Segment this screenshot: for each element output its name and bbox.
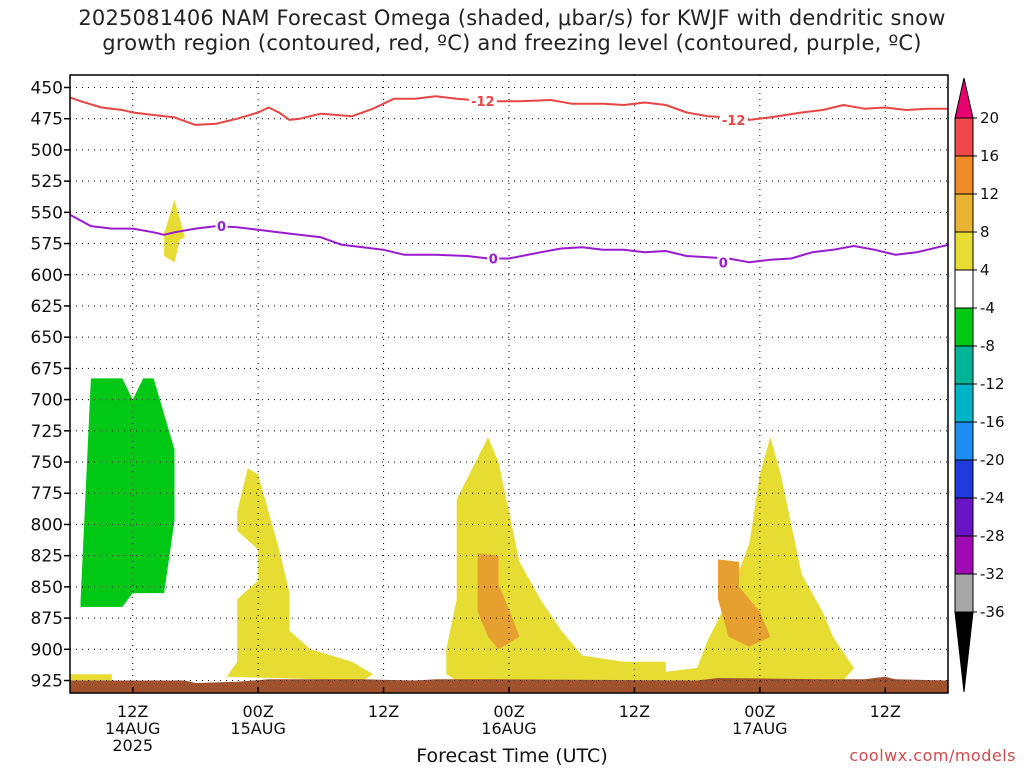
ytick-label-600: 600 xyxy=(31,266,63,286)
ytick-label-625: 625 xyxy=(31,297,63,317)
ytick-label-475: 475 xyxy=(31,110,63,130)
colorbar-label-7: -12 xyxy=(980,375,1005,393)
ytick-label-675: 675 xyxy=(31,359,63,379)
ytick-label-725: 725 xyxy=(31,422,63,442)
dgz-minus12-contour-label-bg-1 xyxy=(468,94,497,109)
ytick-label-650: 650 xyxy=(31,328,63,348)
xtick-label-78-0: 12Z xyxy=(870,702,901,721)
ytick-label-900: 900 xyxy=(31,640,63,660)
dgz-minus12-contour xyxy=(70,95,948,126)
contour-layer: -12 -12 0 0 0 xyxy=(70,94,948,271)
ytick-label-700: 700 xyxy=(31,391,63,411)
colorbar-label-11: -28 xyxy=(980,527,1005,545)
freezing-level-contour-label-bg-2 xyxy=(487,251,500,266)
ytick-label-800: 800 xyxy=(31,515,63,535)
xtick-label-30-0: 12Z xyxy=(368,702,399,721)
source-credit: coolwx.com/models xyxy=(849,746,1016,765)
xtick-label-18-0: 00Z xyxy=(242,702,273,721)
ytick-label-750: 750 xyxy=(31,453,63,473)
xtick-label-6-2: 2025 xyxy=(112,736,153,755)
dgz-minus12-contour-label-1: -12 xyxy=(471,95,495,110)
xtick-label-6-0: 12Z xyxy=(117,702,148,721)
ytick-label-825: 825 xyxy=(31,547,63,567)
colorbar-label-5: -4 xyxy=(980,299,995,317)
xtick-label-54-0: 12Z xyxy=(619,702,650,721)
ytick-label-525: 525 xyxy=(31,172,63,192)
freezing-level-contour-label-3: 0 xyxy=(719,256,728,271)
freezing-level-contour-label-bg-3 xyxy=(717,255,730,270)
xtick-label-6-1: 14AUG xyxy=(105,719,160,738)
ytick-label-450: 450 xyxy=(31,78,63,98)
omega-shaded-layer xyxy=(70,199,854,683)
colorbar-swatch-2 xyxy=(954,155,974,195)
omega-region-5 xyxy=(446,437,854,681)
xtick-label-18-1: 15AUG xyxy=(230,719,285,738)
colorbar-swatch-9 xyxy=(954,421,974,461)
terrain-fill xyxy=(70,676,948,693)
xtick-label-66-1: 17AUG xyxy=(732,719,787,738)
ytick-label-575: 575 xyxy=(31,235,63,255)
colorbar-label-1: 16 xyxy=(980,147,999,165)
xtick-label-42-0: 00Z xyxy=(493,702,524,721)
colorbar-bottom-arrow xyxy=(954,611,974,693)
dgz-minus12-contour-label-2: -12 xyxy=(722,114,746,129)
omega-region-7 xyxy=(718,559,771,647)
freezing-level-contour xyxy=(70,213,948,264)
colorbar-label-6: -8 xyxy=(980,337,995,355)
pressure-axis: 450 475 500 525 550 575 600 625 650 675 700 725 750 7… xyxy=(31,78,70,692)
x-axis-title: Forecast Time (UTC) xyxy=(416,745,608,767)
ytick-label-775: 775 xyxy=(31,484,63,504)
xtick-label-66-0: 00Z xyxy=(744,702,775,721)
colorbar-swatch-5 xyxy=(954,269,974,309)
colorbar-label-4: 4 xyxy=(980,261,990,279)
ytick-label-875: 875 xyxy=(31,609,63,629)
colorbar-swatch-10 xyxy=(954,459,974,499)
colorbar-swatch-13 xyxy=(954,573,974,613)
colorbar-label-3: 8 xyxy=(980,223,990,241)
ytick-label-925: 925 xyxy=(31,672,63,692)
freezing-level-contour-label-1: 0 xyxy=(217,220,226,235)
colorbar-label-13: -36 xyxy=(980,603,1005,621)
omega-region-2 xyxy=(164,199,185,263)
colorbar-label-12: -32 xyxy=(980,565,1005,583)
ytick-label-550: 550 xyxy=(31,203,63,223)
omega-region-4 xyxy=(226,468,374,681)
chart-title-line-1: 2025081406 NAM Forecast Omega (shaded, μ… xyxy=(78,6,946,30)
colorbar-top-arrow xyxy=(954,77,974,119)
colorbar-swatch-4 xyxy=(954,231,974,271)
colorbar-label-10: -24 xyxy=(980,489,1005,507)
chart-title-line-2: growth region (contoured, red, ºC) and f… xyxy=(102,31,922,55)
omega-region-1 xyxy=(80,378,175,607)
colorbar-swatch-7 xyxy=(954,345,974,385)
colorbar-swatch-1 xyxy=(954,117,974,157)
freezing-level-contour-label-bg-1 xyxy=(215,219,228,234)
colorbar-swatch-3 xyxy=(954,193,974,233)
colorbar-label-0: 20 xyxy=(980,109,999,127)
gridlines xyxy=(70,75,948,693)
colorbar-label-2: 12 xyxy=(980,185,999,203)
dgz-minus12-contour-label-bg-2 xyxy=(719,112,748,127)
colorbar-swatch-8 xyxy=(954,383,974,423)
terrain-layer xyxy=(70,676,948,693)
freezing-level-contour-label-2: 0 xyxy=(489,253,498,268)
omega-region-6 xyxy=(477,553,520,650)
chart-title: 2025081406 NAM Forecast Omega (shaded, μ… xyxy=(0,6,1024,56)
colorbar-swatch-12 xyxy=(954,535,974,575)
ytick-label-850: 850 xyxy=(31,578,63,598)
colorbar-label-8: -16 xyxy=(980,413,1005,431)
colorbar-swatch-11 xyxy=(954,497,974,537)
colorbar-swatch-6 xyxy=(954,307,974,347)
colorbar-label-9: -20 xyxy=(980,451,1005,469)
xtick-label-42-1: 16AUG xyxy=(481,719,536,738)
ytick-label-500: 500 xyxy=(31,141,63,161)
colorbar: 20 16 12 8 4 -4 -8 -12 -16 -20 -24 -28 -32 -36 xyxy=(954,77,1005,693)
